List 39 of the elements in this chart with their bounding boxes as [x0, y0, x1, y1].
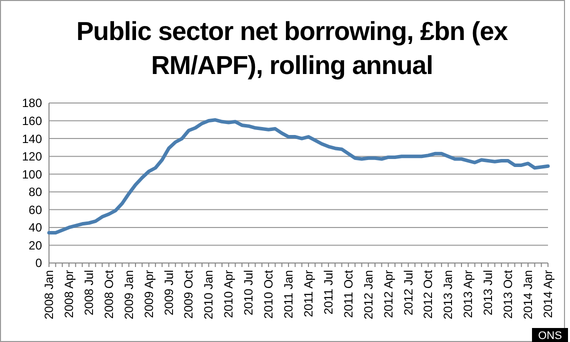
y-tick-label: 60 — [28, 202, 42, 217]
text: ONS — [538, 330, 562, 342]
x-tick-label: 2008 Apr — [62, 270, 76, 318]
x-tick-label: 2008 Jan — [42, 270, 56, 320]
x-tick-label: 2010 Jul — [242, 270, 256, 316]
x-tick-label: 2010 Oct — [262, 269, 276, 319]
x-tick-label: 2009 Apr — [142, 270, 156, 318]
x-tick-label: 2012 Apr — [381, 270, 396, 318]
x-tick-label: 2014 Jan — [521, 270, 536, 320]
x-tick-label: 2011 Oct — [341, 269, 356, 318]
y-tick-label: 80 — [28, 185, 42, 200]
x-tick-label: 2013 Jul — [481, 270, 496, 316]
x-tick-label: 2010 Jan — [202, 270, 216, 320]
x-tick-label: 2012 Jul — [401, 270, 416, 316]
y-tick-label: 20 — [28, 238, 42, 252]
x-tick-label: 2008 Jul — [82, 270, 96, 316]
x-tick-label: 2013 Apr — [461, 270, 476, 318]
x-tick-label: 2012 Jan — [361, 270, 376, 320]
y-tick-label: 120 — [22, 150, 42, 164]
x-tick-label: 2010 Apr — [222, 270, 236, 318]
line-series — [47, 118, 550, 235]
y-tick-label: 140 — [22, 132, 42, 146]
y-tick-label: 40 — [28, 220, 42, 235]
y-tick-label: 160 — [22, 114, 42, 128]
x-tick-label: 2011 Jul — [321, 270, 336, 314]
x-tick-label: 2013 Oct — [501, 269, 516, 319]
x-tick-label: 2011 Apr — [301, 270, 316, 318]
x-tick-label: 2013 Jan — [441, 270, 456, 320]
x-tick-label: 2012 Oct — [421, 269, 436, 319]
y-tick-label: 100 — [22, 167, 42, 182]
x-tick-label: 2009 Jan — [122, 270, 136, 320]
x-tick-label: 2011 Jan — [282, 270, 296, 318]
y-tick-label: 0 — [35, 256, 42, 270]
x-tick-label: 2014 Apr — [541, 270, 555, 318]
x-tick-label: 2009 Oct — [182, 269, 196, 319]
x-tick-label: 2008 Oct — [102, 269, 116, 319]
chart-title: Public sector net borrowing, £bn (ex RM/APF), rolling annual — [76, 16, 509, 80]
x-tick-label: 2009 Jul — [162, 270, 176, 316]
y-tick-label: 180 — [22, 96, 42, 110]
